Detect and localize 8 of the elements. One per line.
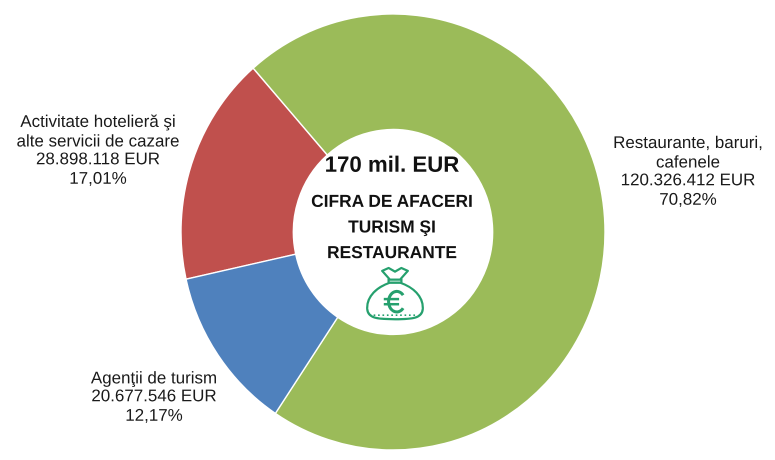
data-label: 28.898.118 EUR 17,01% xyxy=(36,152,160,186)
text: 170 mil. EUR xyxy=(326,156,459,172)
data-label: 120.326.412 EUR 70,82% xyxy=(622,173,755,207)
slice-label: Restaurante, baruri, cafenele xyxy=(614,136,762,168)
data-label: 20.677.546 EUR 12,17% xyxy=(92,389,216,423)
slice-label: Agenţii de turism xyxy=(90,371,216,387)
slice-label: Activitate hotelieră şi alte servicii de cazare xyxy=(17,114,179,147)
text: CIFRA DE AFACERI TURISM ŞI RESTAURANTE xyxy=(312,194,472,258)
